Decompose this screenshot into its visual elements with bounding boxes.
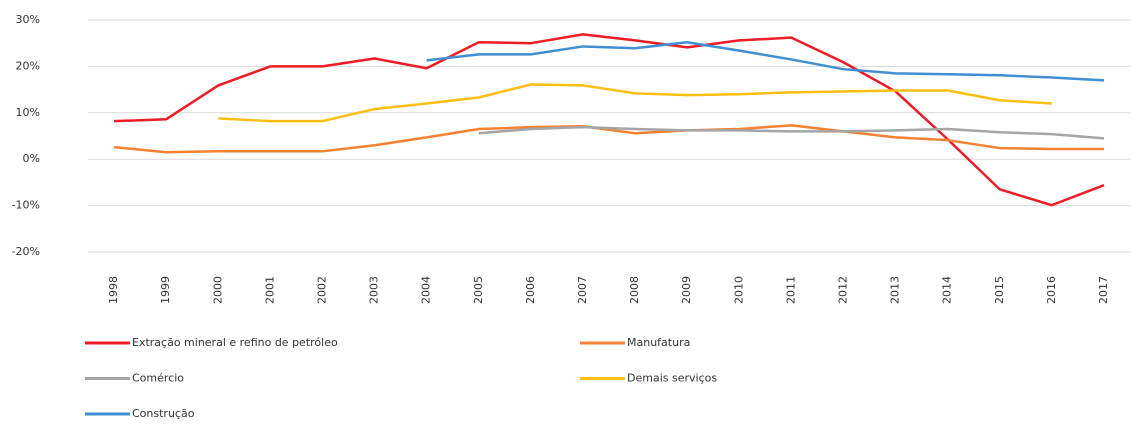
- x-tick-label: 2004: [420, 276, 433, 304]
- x-tick-label: 2015: [993, 276, 1006, 304]
- y-tick-label: 30%: [16, 13, 40, 26]
- x-tick-label: 2014: [941, 276, 954, 304]
- x-tick-label: 2006: [524, 276, 537, 304]
- series-line: [426, 41, 1105, 82]
- y-tick-label: -10%: [12, 199, 40, 212]
- legend-label: Manufatura: [627, 336, 690, 349]
- y-tick-label: -20%: [12, 245, 40, 258]
- x-tick-label: 2000: [211, 276, 224, 304]
- series-line: [114, 33, 1105, 207]
- legend-label: Comércio: [132, 372, 184, 385]
- series-line: [113, 124, 1104, 154]
- x-tick-label: 2007: [576, 276, 589, 304]
- x-tick-label: 2017: [1097, 276, 1110, 304]
- x-tick-label: 2009: [680, 276, 693, 304]
- legend-label: Construção: [132, 407, 195, 420]
- series-line: [218, 83, 1052, 123]
- legend-label: Extração mineral e refino de petróleo: [132, 336, 338, 349]
- x-tick-label: 2011: [784, 276, 797, 304]
- series-line: [478, 125, 1105, 140]
- x-tick-label: 2012: [836, 276, 849, 304]
- x-tick-label: 2013: [889, 276, 902, 304]
- x-tick-label: 2016: [1045, 276, 1058, 304]
- y-tick-label: 20%: [16, 59, 40, 72]
- x-tick-label: 1998: [107, 276, 120, 304]
- x-tick-label: 1999: [159, 276, 172, 304]
- x-tick-label: 2005: [472, 276, 485, 304]
- x-tick-label: 2010: [732, 276, 745, 304]
- x-tick-label: 2002: [315, 276, 328, 304]
- x-tick-label: 2003: [368, 276, 381, 304]
- legend-label: Demais serviços: [627, 372, 717, 385]
- y-tick-label: 10%: [16, 106, 40, 119]
- x-tick-label: 2008: [628, 276, 641, 304]
- y-tick-label: 0%: [23, 152, 40, 165]
- x-tick-label: 2001: [263, 276, 276, 304]
